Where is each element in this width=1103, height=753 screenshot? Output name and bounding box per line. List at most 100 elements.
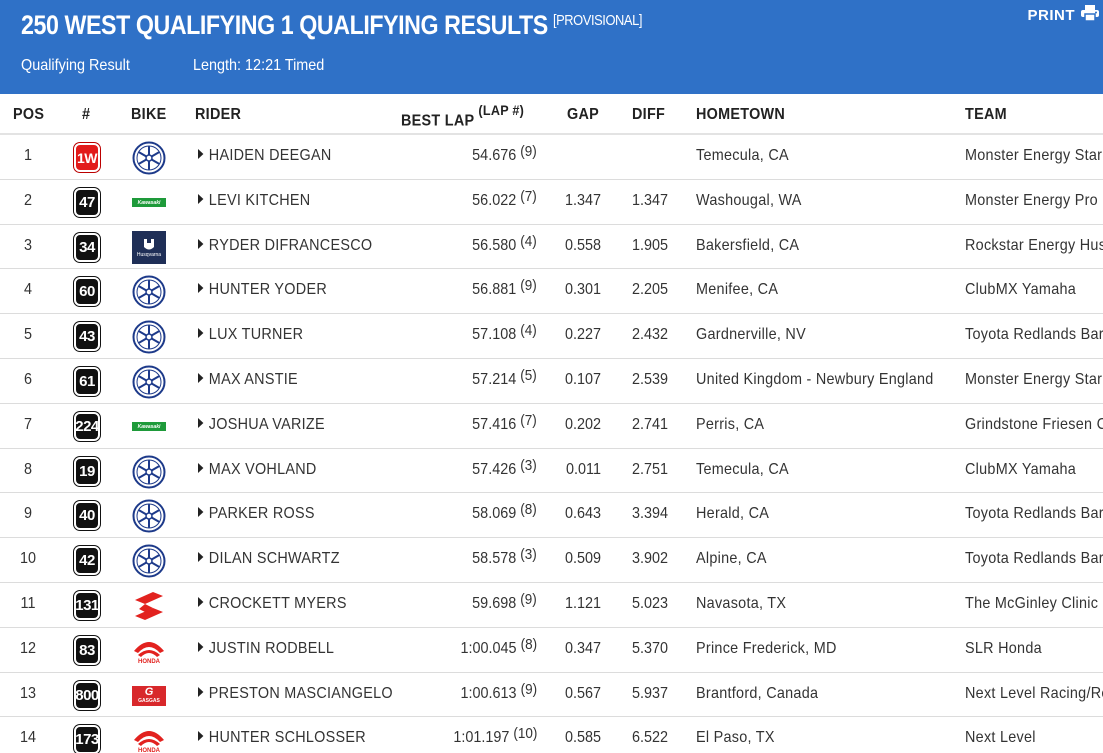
best-lap-time: 57.426: [472, 460, 517, 478]
bike-brand-logo: Kawasaki: [131, 410, 167, 444]
hometown-cell: Temecula, CA: [696, 460, 789, 478]
rider-name-link[interactable]: CROCKETT MYERS: [198, 595, 347, 613]
table-row[interactable]: 4 60 HUNTER YODER 56.881 (9) 0.301 2.205…: [0, 269, 1103, 315]
expand-triangle-icon[interactable]: [198, 507, 204, 518]
honda-logo-icon: HONDA: [132, 726, 166, 753]
table-row[interactable]: 12 83 HONDA JUSTIN RODBELL 1:00.045 (8) …: [0, 628, 1103, 673]
rider-name-link[interactable]: PRESTON MASCIANGELO: [198, 685, 393, 703]
rider-number-plate: 47: [74, 187, 100, 217]
hometown-cell: Navasota, TX: [696, 594, 787, 612]
expand-triangle-icon[interactable]: [198, 328, 204, 339]
table-row[interactable]: 11 131 CROCKETT MYERS 59.698 (9) 1.121 5…: [0, 583, 1103, 628]
table-row[interactable]: 2 47 Kawasaki LEVI KITCHEN 56.022 (7) 1.…: [0, 180, 1103, 225]
col-header-diff[interactable]: DIFF: [632, 106, 666, 123]
expand-triangle-icon[interactable]: [198, 238, 204, 249]
rider-name-link[interactable]: JOSHUA VARIZE: [198, 416, 325, 434]
hometown-cell: Brantford, Canada: [696, 684, 819, 702]
table-row[interactable]: 7 224 Kawasaki JOSHUA VARIZE 57.416 (7) …: [0, 404, 1103, 449]
best-lap-time: 57.214: [472, 370, 517, 388]
best-lap-number: (10): [512, 725, 537, 743]
yamaha-logo-icon: [132, 275, 166, 309]
best-lap-number: (5): [520, 366, 537, 384]
rider-name-link[interactable]: MAX VOHLAND: [198, 461, 317, 479]
rider-name: RYDER DIFRANCESCO: [208, 236, 373, 254]
table-row[interactable]: 8 19 MAX VOHLAND 57.426 (3) 0.011 2.751 …: [0, 449, 1103, 494]
table-row[interactable]: 1 1W HAIDEN DEEGAN 54.676 (9) Temecula, …: [0, 135, 1103, 180]
expand-triangle-icon[interactable]: [198, 417, 204, 428]
hometown-cell: Gardnerville, NV: [696, 326, 806, 344]
expand-triangle-icon[interactable]: [198, 193, 204, 204]
kawasaki-logo-icon: Kawasaki: [132, 198, 166, 208]
col-header-rider[interactable]: RIDER: [195, 106, 242, 123]
rider-name-link[interactable]: LUX TURNER: [198, 326, 303, 344]
best-lap-number: (9): [520, 590, 537, 608]
rider-number-plate: 40: [74, 501, 100, 531]
table-row[interactable]: 6 61 MAX ANSTIE 57.214 (5) 0.107 2.539 U…: [0, 359, 1103, 404]
result-type-label: Qualifying Result: [21, 57, 130, 74]
hometown-cell: Herald, CA: [696, 505, 770, 523]
expand-triangle-icon[interactable]: [198, 462, 204, 473]
bike-brand-logo: [131, 589, 167, 623]
table-row[interactable]: 14 173 HONDA HUNTER SCHLOSSER 1:01.197 (…: [0, 717, 1103, 753]
expand-triangle-icon[interactable]: [198, 372, 204, 383]
expand-triangle-icon[interactable]: [198, 731, 204, 742]
col-header-team[interactable]: TEAM: [965, 106, 1007, 123]
expand-triangle-icon[interactable]: [198, 596, 204, 607]
rider-name: MAX VOHLAND: [208, 460, 317, 478]
expand-triangle-icon[interactable]: [198, 552, 204, 563]
rider-name-link[interactable]: JUSTIN RODBELL: [198, 640, 334, 658]
rider-name-link[interactable]: HAIDEN DEEGAN: [198, 147, 332, 165]
diff-cell: 5.937: [631, 684, 668, 702]
team-cell: Rockstar Energy Husq: [965, 236, 1103, 254]
bike-brand-logo: [131, 141, 167, 175]
team-cell: Next Level: [965, 729, 1036, 747]
gap-cell: 0.227: [564, 326, 601, 344]
table-row[interactable]: 10 42 DILAN SCHWARTZ 58.578 (3) 0.509 3.…: [0, 538, 1103, 583]
diff-cell: 3.394: [631, 505, 668, 523]
team-cell: Next Level Racing/Re: [965, 684, 1103, 702]
hometown-cell: Alpine, CA: [696, 550, 767, 568]
hometown-cell: Prince Frederick, MD: [696, 639, 837, 657]
col-header-bike[interactable]: BIKE: [131, 106, 167, 123]
best-lap-number: (9): [520, 680, 537, 698]
hometown-cell: Washougal, WA: [696, 191, 802, 209]
hometown-cell: Bakersfield, CA: [696, 236, 800, 254]
print-button[interactable]: PRINT: [1028, 5, 1099, 25]
best-lap-time: 57.416: [472, 415, 517, 433]
rider-name-link[interactable]: HUNTER SCHLOSSER: [198, 729, 366, 747]
col-header-number[interactable]: #: [82, 106, 91, 123]
col-header-best-lap[interactable]: BEST LAP (LAP #): [401, 102, 524, 130]
rider-name: LEVI KITCHEN: [208, 191, 311, 209]
col-header-hometown[interactable]: HOMETOWN: [696, 106, 786, 123]
rider-number-plate: 61: [74, 366, 100, 396]
rider-name-link[interactable]: LEVI KITCHEN: [198, 192, 310, 210]
table-row[interactable]: 5 43 LUX TURNER 57.108 (4) 0.227 2.432 G…: [0, 314, 1103, 359]
rider-name-link[interactable]: PARKER ROSS: [198, 505, 315, 523]
expand-triangle-icon[interactable]: [198, 283, 204, 294]
col-header-pos[interactable]: POS: [13, 106, 45, 123]
best-lap-number: (4): [520, 322, 537, 340]
rider-name-link[interactable]: HUNTER YODER: [198, 281, 327, 299]
diff-cell: 5.023: [631, 594, 668, 612]
session-length-label: Length: 12:21 Timed: [193, 57, 325, 74]
best-lap-cell: 57.426 (3): [472, 458, 537, 479]
diff-cell: 2.432: [631, 326, 668, 344]
team-cell: Grindstone Friesen C: [965, 415, 1103, 433]
rider-name-link[interactable]: RYDER DIFRANCESCO: [198, 237, 372, 255]
col-header-gap[interactable]: GAP: [567, 106, 600, 123]
table-row[interactable]: 9 40 PARKER ROSS 58.069 (8) 0.643 3.394 …: [0, 493, 1103, 539]
position-cell: 1: [23, 147, 33, 164]
best-lap-cell: 57.108 (4): [472, 323, 537, 344]
table-row[interactable]: 13 800 G GASGAS PRESTON MASCIANGELO 1:00.…: [0, 673, 1103, 718]
expand-triangle-icon[interactable]: [198, 686, 204, 697]
rider-name: HUNTER YODER: [208, 281, 327, 299]
bike-brand-logo: HONDA: [131, 723, 167, 753]
rider-name-link[interactable]: DILAN SCHWARTZ: [198, 550, 340, 568]
expand-triangle-icon[interactable]: [198, 149, 204, 159]
gasgas-logo-icon: G GASGAS: [132, 685, 166, 706]
table-row[interactable]: 3 34 Husqvarna RYDER DIFRANCESCO 56.580 …: [0, 225, 1103, 270]
expand-triangle-icon[interactable]: [198, 641, 204, 652]
kawasaki-logo-icon: Kawasaki: [132, 422, 166, 432]
rider-name: HAIDEN DEEGAN: [208, 147, 332, 164]
rider-name-link[interactable]: MAX ANSTIE: [198, 371, 298, 389]
